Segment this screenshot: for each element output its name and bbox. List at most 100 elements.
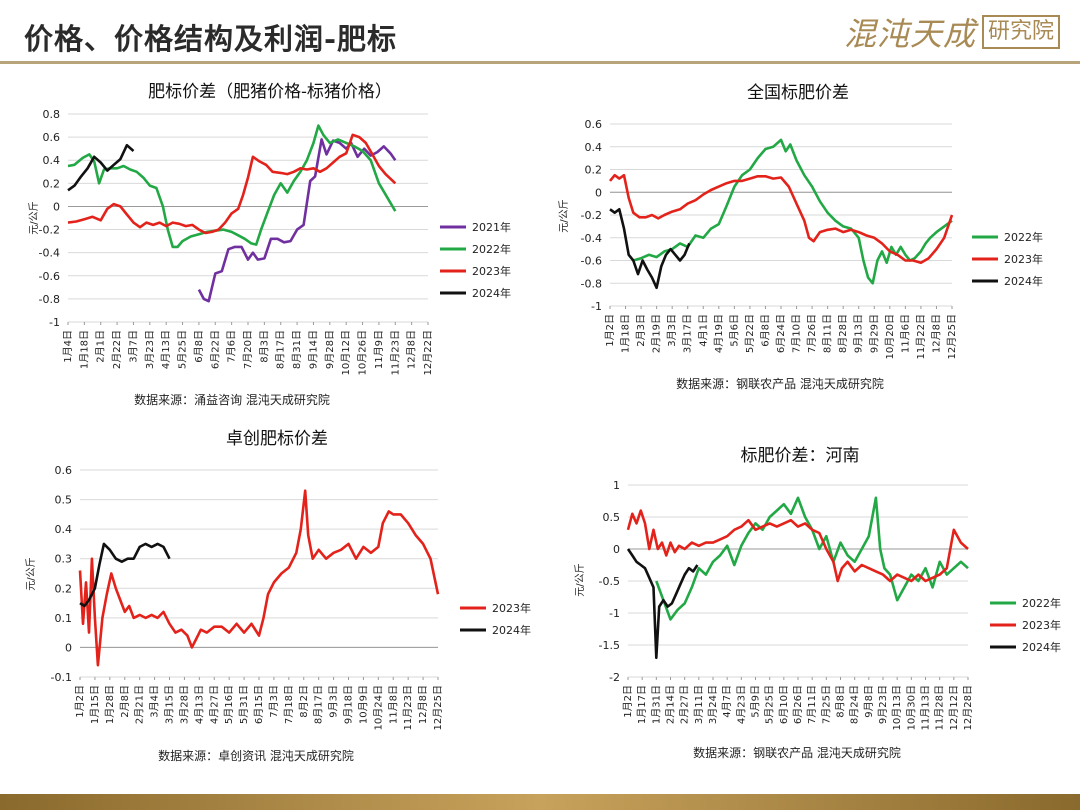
x-tick-label: 6月8日 (193, 330, 205, 363)
y-tick-label: 0.2 (585, 164, 603, 177)
x-tick-label: 3月15日 (164, 685, 176, 724)
x-tick-label: 10月30日 (905, 685, 917, 730)
x-tick-label: 2月21日 (134, 685, 146, 724)
x-tick-label: 5月25日 (764, 685, 776, 724)
x-tick-label: 9月18日 (343, 685, 355, 724)
x-tick-label: 4月13日 (193, 685, 205, 724)
series-line-2022年 (67, 124, 397, 249)
y-tick-label: -0.4 (39, 247, 60, 260)
x-tick-label: 2月3日 (635, 314, 647, 347)
y-tick-label: -0.4 (581, 232, 602, 245)
x-tick-label: 1月18日 (620, 314, 632, 353)
y-tick-label: -0.5 (599, 575, 620, 588)
y-tick-label: 1 (613, 479, 620, 492)
series-line-2022年 (632, 138, 953, 285)
y-tick-label: 0 (595, 186, 602, 199)
x-tick-label: 7月3日 (268, 685, 280, 718)
brand-sub: 研究院 (981, 15, 1060, 49)
footer-band (0, 794, 1080, 810)
chart-source: 数据来源：涌益咨询 混沌天成研究院 (134, 392, 330, 407)
x-tick-label: 4月23日 (735, 685, 747, 724)
x-tick-label: 2月14日 (665, 685, 677, 724)
x-tick-label: 1月4日 (62, 330, 74, 363)
legend-label: 2024年 (1022, 640, 1061, 654)
x-tick-label: 7月18日 (283, 685, 295, 724)
x-tick-label: 8月17日 (313, 685, 325, 724)
x-tick-label: 7月11日 (806, 685, 818, 724)
y-tick-label: 0.2 (43, 177, 61, 190)
x-tick-label: 1月15日 (89, 685, 101, 724)
x-tick-label: 12月22日 (422, 330, 434, 375)
chart-title: 卓创肥标价差 (226, 429, 328, 449)
x-tick-label: 3月24日 (707, 685, 719, 724)
x-tick-label: 6月8日 (759, 314, 771, 347)
y-tick-label: -0.6 (581, 255, 602, 268)
x-tick-label: 9月28日 (324, 330, 336, 369)
x-tick-label: 10月20日 (884, 314, 896, 359)
legend-label: 2022年 (1022, 596, 1061, 610)
y-tick-label: -2 (609, 671, 620, 684)
x-tick-label: 8月28日 (837, 314, 849, 353)
x-tick-label: 11月22日 (915, 314, 927, 359)
series-line-2023年 (626, 509, 969, 583)
x-tick-label: 1月28日 (104, 685, 116, 724)
legend-label: 2022年 (1004, 230, 1043, 244)
x-tick-label: 11月13日 (920, 685, 932, 730)
y-tick-label: -0.8 (39, 293, 60, 306)
x-tick-label: 5月16日 (223, 685, 235, 724)
x-tick-label: 8月2日 (298, 685, 310, 718)
legend-label: 2024年 (472, 286, 511, 300)
legend-label: 2023年 (1022, 618, 1061, 632)
chart-1: 肥标价差（肥猪价格-标猪价格） 0.8 0.6 0.4 0.2 0 -0.2 -0.4 -0.6… (28, 82, 511, 407)
x-tick-label: 5月31日 (238, 685, 250, 724)
x-tick-label: 10月12日 (340, 330, 352, 375)
x-tick-label: 3月28日 (178, 685, 190, 724)
chart-title: 肥标价差（肥猪价格-标猪价格） (148, 82, 392, 102)
y-tick-label: 0 (613, 543, 620, 556)
x-tick-label: 2月27日 (679, 685, 691, 724)
x-tick-label: 9月23日 (877, 685, 889, 724)
series-line-2023年 (78, 489, 440, 667)
y-tick-label: -0.2 (581, 209, 602, 222)
y-tick-label: 0.2 (55, 582, 73, 595)
y-tick-label: 0.5 (55, 494, 73, 507)
y-axis-label: 元/公斤 (25, 557, 37, 590)
x-tick-label: 10月9日 (357, 685, 369, 724)
legend-label: 2023年 (1004, 252, 1043, 266)
series-line-2024年 (79, 542, 171, 608)
y-tick-label: -1 (609, 607, 620, 620)
x-tick-label: 3月11日 (693, 685, 705, 724)
x-tick-label: 10月26日 (357, 330, 369, 375)
x-tick-label: 9月29日 (868, 314, 880, 353)
y-tick-label: -0.8 (581, 277, 602, 290)
chart-title: 全国标肥价差 (747, 83, 849, 103)
x-tick-label: 2月8日 (119, 685, 131, 718)
x-tick-label: 8月24日 (849, 685, 861, 724)
x-tick-label: 6月15日 (253, 685, 265, 724)
x-tick-label: 1月2日 (604, 314, 616, 347)
chart-source: 数据来源：钢联农产品 混沌天成研究院 (676, 376, 884, 391)
brand-main: 混沌天成 (843, 15, 976, 53)
x-tick-label: 11月8日 (387, 685, 399, 724)
x-tick-label: 8月17日 (275, 330, 287, 369)
header-rule (0, 61, 1080, 64)
y-tick-label: 0.6 (43, 131, 61, 144)
legend-label: 2023年 (472, 264, 511, 278)
x-tick-label: 11月23日 (402, 685, 414, 730)
legend-label: 2024年 (492, 623, 531, 637)
x-tick-label: 11月28日 (934, 685, 946, 730)
y-tick-label: 0.3 (55, 553, 73, 566)
x-tick-label: 12月25日 (432, 685, 444, 730)
x-tick-label: 9月14日 (307, 330, 319, 369)
y-tick-label: -1 (591, 300, 602, 313)
x-tick-label: 12月28日 (962, 685, 974, 730)
x-tick-label: 8月31日 (291, 330, 303, 369)
chart-source: 数据来源：钢联农产品 混沌天成研究院 (693, 745, 901, 760)
y-tick-label: -0.6 (39, 270, 60, 283)
legend-label: 2023年 (492, 601, 531, 615)
series-line-2024年 (609, 208, 691, 290)
y-axis-label: 元/公斤 (558, 199, 570, 232)
y-tick-label: -1 (49, 316, 60, 329)
